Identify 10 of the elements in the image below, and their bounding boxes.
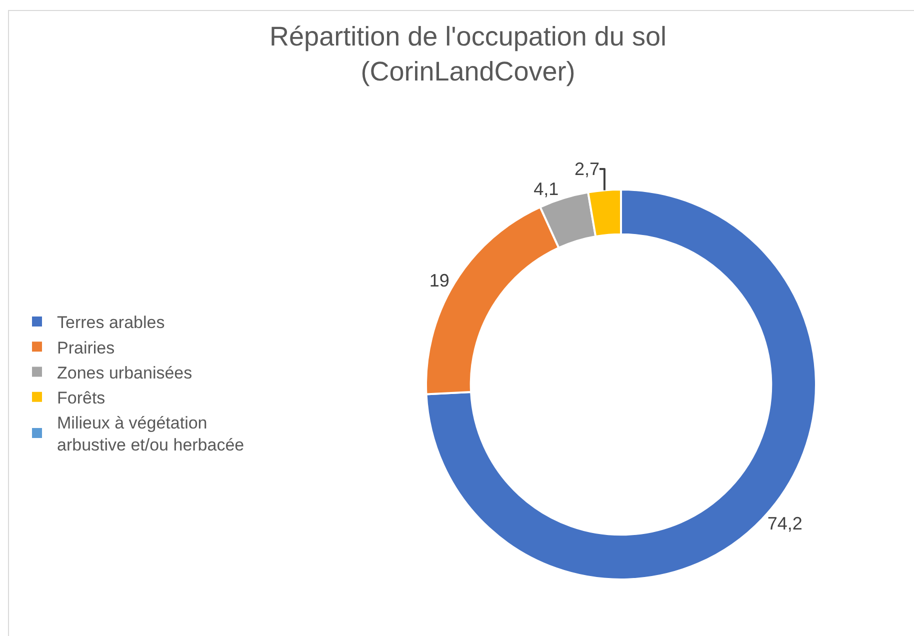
legend-label: Prairies: [57, 338, 115, 358]
chart-title: Répartition de l'occupation du sol (CorinLandCover): [270, 21, 666, 87]
legend-label: Forêts: [57, 388, 106, 408]
data-label: 4,1: [534, 178, 559, 199]
legend-label: Terres arables: [57, 313, 165, 332]
data-label: 74,2: [767, 514, 802, 534]
data-label: 2,7: [574, 158, 600, 179]
legend-label: Milieux à végétation arbustive et/ou herbacée: [57, 414, 244, 455]
legend-label: Zones urbanisées: [57, 363, 192, 382]
data-label: 19: [429, 270, 450, 290]
